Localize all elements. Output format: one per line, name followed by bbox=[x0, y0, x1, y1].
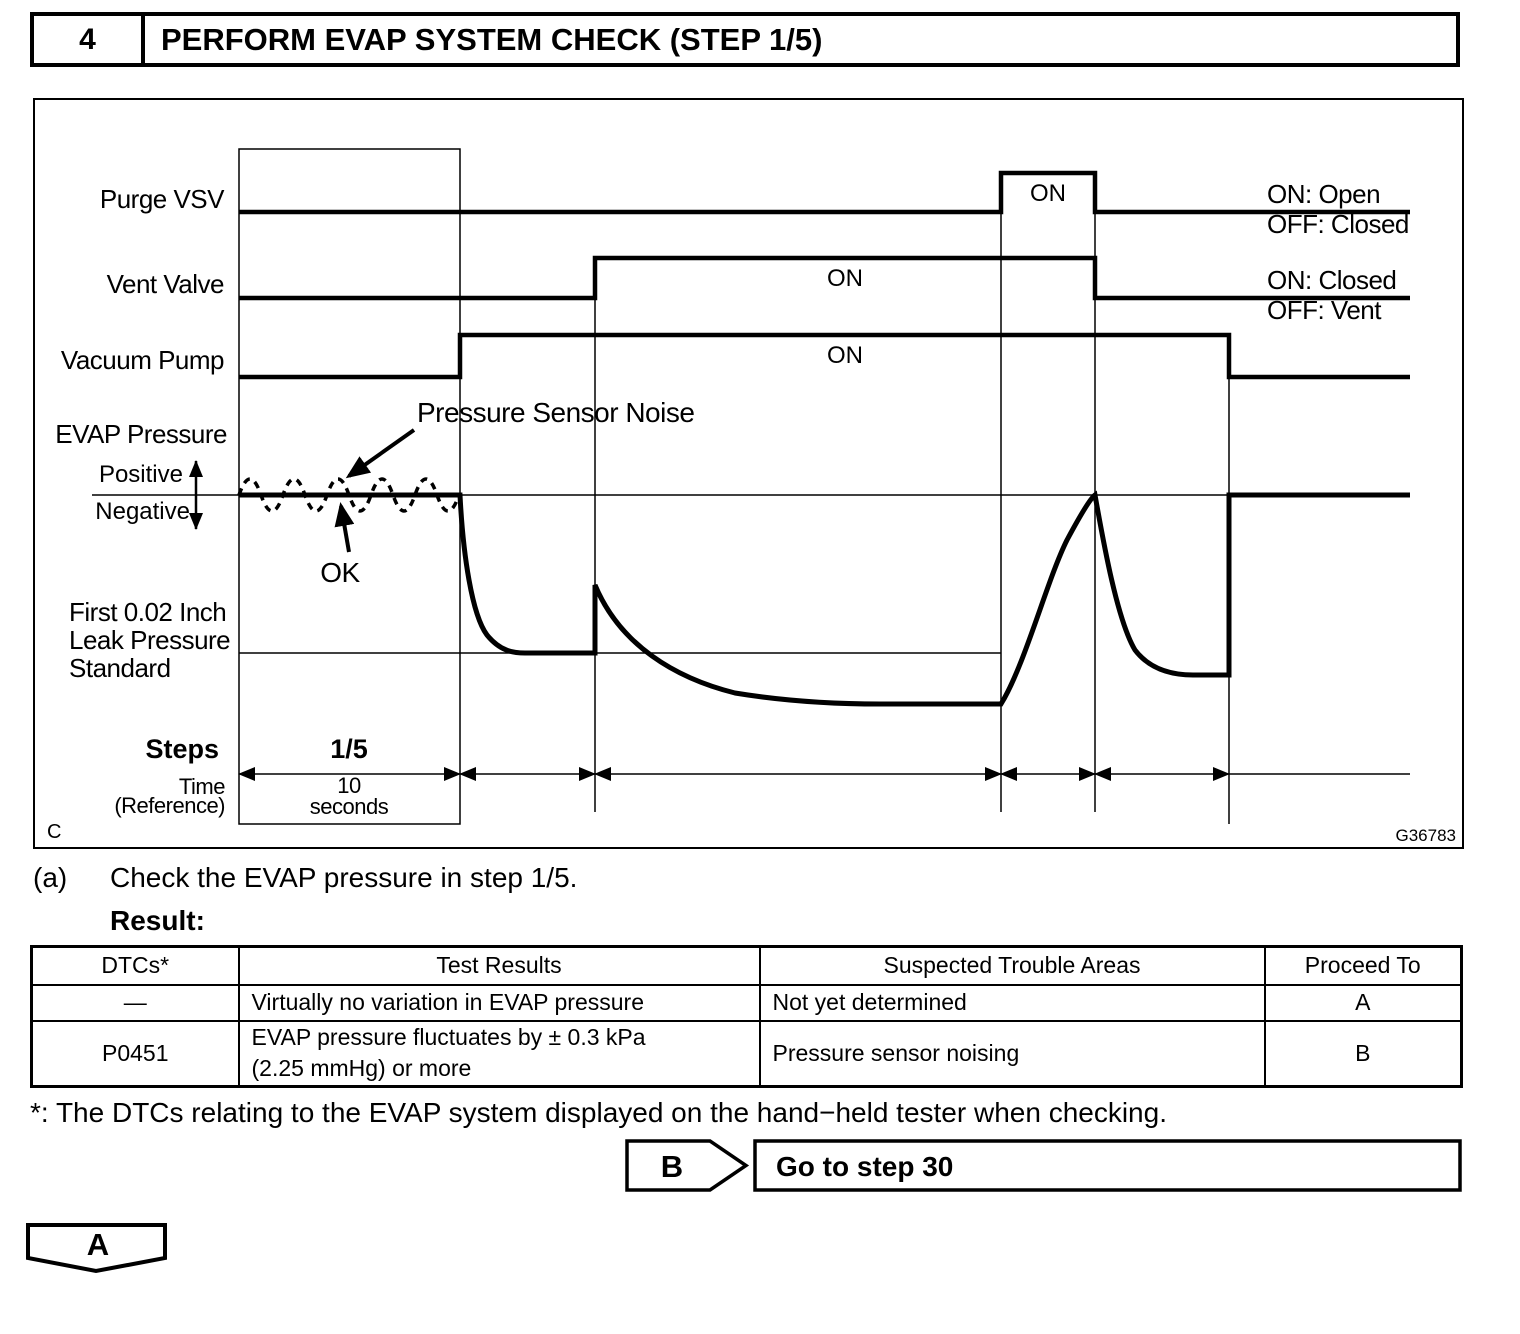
connector-a-marker: A bbox=[26, 1223, 167, 1274]
leak-standard-label-2: Leak Pressure bbox=[69, 625, 230, 655]
header-dtcs: DTCs* bbox=[30, 945, 240, 986]
corner-mark: C bbox=[47, 821, 61, 843]
figure-code: G36783 bbox=[1396, 826, 1457, 845]
connector-b-label: B bbox=[661, 1149, 683, 1184]
noise-annotation: Pressure Sensor Noise bbox=[417, 397, 694, 428]
header-test-results: Test Results bbox=[237, 945, 761, 986]
row2-test-result-line1: EVAP pressure fluctuates by ± 0.3 kPa bbox=[251, 1024, 646, 1051]
evap-pressure-trace bbox=[239, 490, 1410, 707]
row2-proceed-to: B bbox=[1263, 1019, 1463, 1088]
table-row: — Virtually no variation in EVAP pressur… bbox=[30, 983, 1463, 1022]
vent-valve-signal-line bbox=[239, 255, 1410, 301]
table-header-row: DTCs* Test Results Suspected Trouble Are… bbox=[30, 945, 1463, 986]
connector-b-action-box bbox=[753, 1139, 1462, 1192]
time-value: 10 bbox=[337, 773, 361, 798]
connector-b-pentagon bbox=[625, 1139, 750, 1192]
purge-vsv-signal-line bbox=[239, 170, 1410, 215]
instruction-index: (a) bbox=[33, 862, 68, 893]
row2-dtc: P0451 bbox=[30, 1019, 240, 1088]
vent-on-label: ON bbox=[827, 265, 863, 292]
connector-a-label: A bbox=[87, 1227, 109, 1262]
row1-proceed-to: A bbox=[1263, 983, 1463, 1022]
connector-b-action: Go to step 30 bbox=[776, 1151, 953, 1182]
row2-trouble-area: Pressure sensor noising bbox=[758, 1019, 1266, 1088]
step-value: 1/5 bbox=[330, 734, 368, 764]
timing-diagram-box: Purge VSV Vent Valve Vacuum Pump EVAP Pr… bbox=[33, 98, 1464, 849]
row1-trouble-area: Not yet determined bbox=[758, 983, 1266, 1022]
leak-standard-label-1: First 0.02 Inch bbox=[69, 597, 226, 627]
steps-label: Steps bbox=[145, 734, 219, 764]
result-label: Result: bbox=[110, 905, 205, 936]
row1-dtc: — bbox=[30, 983, 240, 1022]
ok-callout-arrow bbox=[334, 502, 355, 553]
header-proceed-to: Proceed To bbox=[1263, 945, 1463, 986]
ok-annotation: OK bbox=[320, 557, 360, 588]
vent-legend-off: OFF: Vent bbox=[1267, 295, 1382, 325]
time-unit: seconds bbox=[310, 794, 389, 819]
purge-vsv-label: Purge VSV bbox=[100, 184, 225, 214]
instruction-text: Check the EVAP pressure in step 1/5. bbox=[110, 862, 578, 893]
procedure-header: 4 PERFORM EVAP SYSTEM CHECK (STEP 1/5) bbox=[30, 12, 1460, 67]
step-number: 4 bbox=[34, 16, 145, 63]
noise-callout-arrow bbox=[345, 428, 416, 479]
vacuum-on-label: ON bbox=[827, 342, 863, 369]
table-row: P0451 EVAP pressure fluctuates by ± 0.3 … bbox=[30, 1019, 1463, 1088]
row1-test-result: Virtually no variation in EVAP pressure bbox=[237, 983, 761, 1022]
time-label: Time bbox=[179, 774, 225, 799]
vent-legend-on: ON: Closed bbox=[1267, 265, 1396, 295]
negative-label: Negative bbox=[95, 498, 190, 525]
evap-pressure-label: EVAP Pressure bbox=[55, 419, 227, 449]
header-trouble-areas: Suspected Trouble Areas bbox=[758, 945, 1266, 986]
time-reference-label: (Reference) bbox=[114, 793, 225, 818]
connector-b-row: B Go to step 30 bbox=[625, 1139, 1462, 1192]
leak-standard-label-3: Standard bbox=[69, 653, 171, 683]
row2-test-result: EVAP pressure fluctuates by ± 0.3 kPa (2… bbox=[237, 1019, 761, 1088]
dtc-footnote: *: The DTCs relating to the EVAP system … bbox=[30, 1097, 1167, 1128]
vent-valve-label: Vent Valve bbox=[107, 269, 224, 299]
vacuum-pump-label: Vacuum Pump bbox=[61, 345, 224, 375]
result-table: DTCs* Test Results Suspected Trouble Are… bbox=[30, 945, 1463, 1088]
timing-diagram: Purge VSV Vent Valve Vacuum Pump EVAP Pr… bbox=[47, 148, 1457, 845]
row2-test-result-line2: (2.25 mmHg) or more bbox=[251, 1055, 472, 1082]
vacuum-pump-signal-line bbox=[239, 332, 1410, 380]
connector-a-shape bbox=[26, 1223, 167, 1274]
step-column-box bbox=[238, 148, 461, 825]
purge-on-label: ON bbox=[1030, 180, 1066, 207]
positive-label: Positive bbox=[99, 461, 183, 488]
purge-legend-on: ON: Open bbox=[1267, 179, 1380, 209]
purge-legend-off: OFF: Closed bbox=[1267, 209, 1409, 239]
pressure-noise-waveform bbox=[237, 477, 461, 513]
page-title: PERFORM EVAP SYSTEM CHECK (STEP 1/5) bbox=[161, 21, 823, 57]
